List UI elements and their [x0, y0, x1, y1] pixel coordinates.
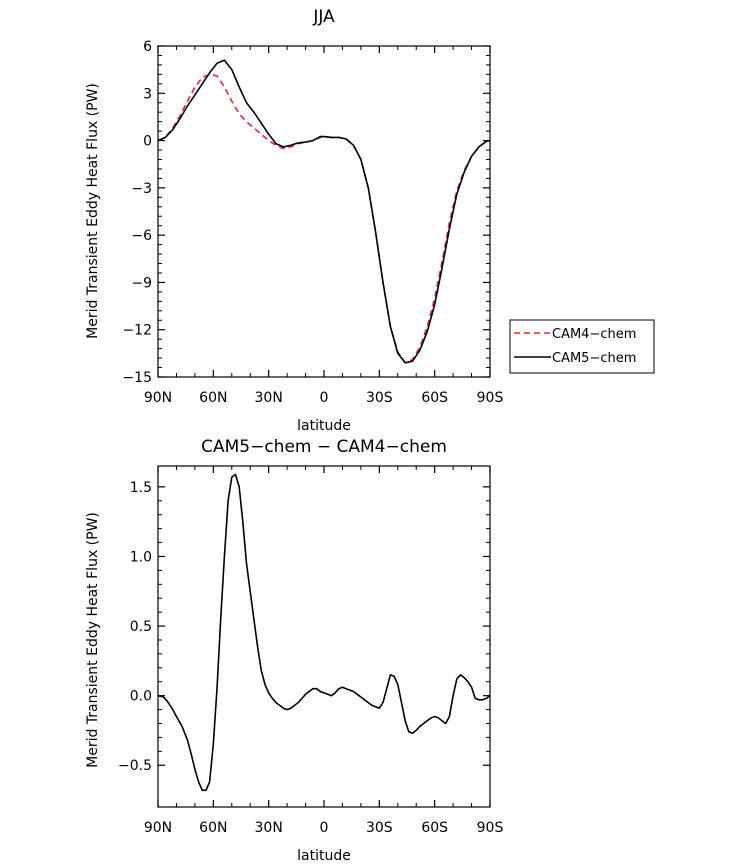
bottom-panel-xtick-label: 30S — [366, 820, 393, 836]
bottom-panel-ylabel: Merid Transient Eddy Heat Flux (PW) — [85, 512, 101, 768]
bottom-panel-ytick-label: 0.0 — [130, 689, 152, 705]
top-panel-series-line-1 — [157, 73, 491, 364]
top-panel-frame — [157, 45, 491, 378]
legend-label-cam5: CAM5−chem — [552, 351, 636, 366]
top-panel-ylabel: Merid Transient Eddy Heat Flux (PW) — [85, 83, 101, 339]
top-panel-ytick-label: −15 — [122, 370, 152, 386]
bottom-panel-series-line-1 — [157, 473, 491, 792]
legend: CAM4−chem CAM5−chem — [509, 319, 655, 374]
top-panel-series-line-2 — [157, 59, 491, 364]
bottom-panel-series — [157, 473, 491, 792]
bottom-panel-xtick-label: 0 — [320, 820, 329, 836]
bottom-panel-ytick-label: 1.0 — [130, 549, 152, 565]
legend-box — [509, 319, 655, 374]
top-panel-series — [157, 59, 491, 364]
bottom-panel-ticks: −0.5 0.0 0.5 1.0 1.5 90N 60N 30N 0 30S 60S 90S — [118, 466, 503, 836]
top-panel-ytick-label: 6 — [143, 39, 152, 55]
top-panel-ytick-label: −12 — [122, 323, 152, 339]
bottom-panel-ytick-label: −0.5 — [118, 758, 152, 774]
top-panel-ytick-label: −3 — [131, 181, 152, 197]
bottom-panel-ytick-label: 0.5 — [130, 619, 152, 635]
top-panel-xtick-label: 0 — [320, 390, 329, 406]
top-panel-xtick-label: 60S — [421, 390, 448, 406]
top-panel-xtick-label: 60N — [199, 390, 227, 406]
bottom-panel-xlabel: latitude — [297, 848, 351, 864]
top-panel-ytick-label: −6 — [131, 228, 152, 244]
top-panel-ticks: −15 −12 −9 −6 −3 0 3 6 90N 60N 30N 0 30S 60S 90S — [122, 39, 503, 406]
top-panel-xtick-label: 90S — [477, 390, 504, 406]
top-panel-ytick-label: −9 — [131, 275, 152, 291]
bottom-panel-ytick-label: 1.5 — [130, 480, 152, 496]
top-panel-xtick-label: 90N — [144, 390, 172, 406]
bottom-panel-xtick-label: 60S — [421, 820, 448, 836]
bottom-panel-xtick-label: 90N — [144, 820, 172, 836]
bottom-panel-xtick-label: 60N — [199, 820, 227, 836]
top-panel-title: JJA — [312, 7, 335, 27]
top-panel-ytick-label: 3 — [143, 86, 152, 102]
top-panel-ytick-label: 0 — [143, 134, 152, 150]
legend-label-cam4: CAM4−chem — [552, 327, 636, 342]
bottom-panel-title: CAM5−chem − CAM4−chem — [201, 437, 447, 457]
top-panel: JJA Merid Transient Eddy Heat Flux (PW) … — [85, 7, 503, 434]
bottom-panel: CAM5−chem − CAM4−chem Merid Transient Ed… — [85, 437, 503, 864]
top-panel-xlabel: latitude — [297, 418, 351, 434]
bottom-panel-frame — [157, 465, 491, 808]
bottom-panel-xtick-label: 90S — [477, 820, 504, 836]
top-panel-xtick-label: 30S — [366, 390, 393, 406]
bottom-panel-xtick-label: 30N — [255, 820, 283, 836]
top-panel-xtick-label: 30N — [255, 390, 283, 406]
